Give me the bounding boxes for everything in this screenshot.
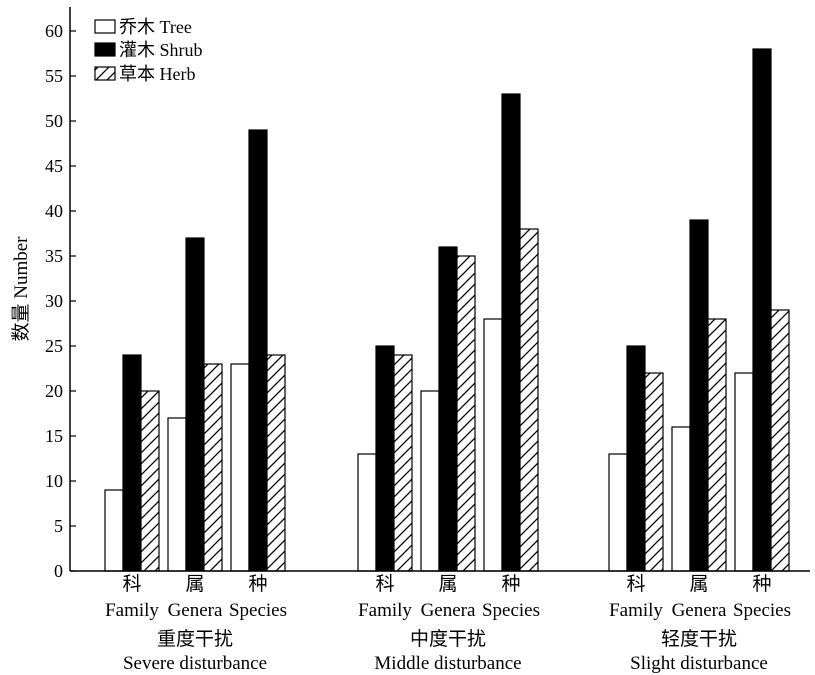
legend: 乔木 Tree 灌木 Shrub 草本 Herb bbox=[94, 17, 203, 84]
legend-swatch-shrub bbox=[94, 42, 116, 57]
category-label-zh: 属 bbox=[438, 574, 457, 595]
category-label-zh: 科 bbox=[626, 573, 645, 595]
category-label-en: Genera bbox=[672, 600, 727, 621]
category-label-zh: 属 bbox=[689, 574, 708, 595]
y-tick-label: 50 bbox=[45, 111, 63, 131]
bar-tree bbox=[608, 453, 628, 572]
category-label-zh: 种 bbox=[752, 573, 771, 595]
bar-herb bbox=[203, 363, 223, 572]
legend-swatch-tree bbox=[94, 19, 116, 34]
category-label-zh: 种 bbox=[248, 573, 267, 595]
bar-tree bbox=[734, 372, 754, 572]
bar-tree bbox=[104, 489, 124, 572]
y-tick-label: 60 bbox=[45, 21, 63, 41]
bar-shrub bbox=[752, 48, 772, 572]
category-label-en: Family bbox=[609, 600, 663, 621]
y-tick-label: 5 bbox=[54, 516, 63, 536]
bar-shrub bbox=[375, 345, 395, 572]
bar-shrub bbox=[185, 237, 205, 572]
legend-label-herb: 草本 Herb bbox=[119, 64, 195, 84]
bar-shrub bbox=[122, 354, 142, 572]
bar-tree bbox=[420, 390, 440, 572]
category-label-en: Species bbox=[229, 600, 287, 621]
group-label-en: Middle disturbance bbox=[374, 653, 521, 674]
y-tick-label: 45 bbox=[45, 156, 63, 176]
bar-herb bbox=[140, 390, 160, 572]
group-label-zh: 中度干扰 bbox=[410, 628, 486, 650]
bar-tree bbox=[483, 318, 503, 572]
bar-herb bbox=[644, 372, 664, 572]
legend-swatch-herb bbox=[94, 66, 116, 81]
category-label-zh: 科 bbox=[375, 573, 394, 595]
y-tick-label: 40 bbox=[45, 201, 63, 221]
bar-shrub bbox=[626, 345, 646, 572]
bar-tree bbox=[357, 453, 377, 572]
y-axis-title: 数量 Number bbox=[10, 236, 32, 342]
y-tick-label: 10 bbox=[45, 471, 63, 491]
y-tick-label: 25 bbox=[45, 336, 63, 356]
group-label-zh: 轻度干扰 bbox=[661, 628, 737, 650]
bar-tree bbox=[167, 417, 187, 572]
group-label-zh: 重度干扰 bbox=[157, 628, 233, 650]
category-label-zh: 科 bbox=[122, 573, 141, 595]
group-label-en: Slight disturbance bbox=[630, 653, 768, 674]
group-label-en: Severe disturbance bbox=[123, 653, 267, 674]
plot-area bbox=[104, 48, 790, 572]
y-tick-label: 30 bbox=[45, 291, 63, 311]
bar-herb bbox=[770, 309, 790, 572]
bar-herb bbox=[707, 318, 727, 572]
bar-tree bbox=[230, 363, 250, 572]
bar-shrub bbox=[501, 93, 521, 572]
category-label-en: Family bbox=[105, 600, 159, 621]
bar-herb bbox=[519, 228, 539, 572]
y-tick-label: 35 bbox=[45, 246, 63, 266]
category-label-zh: 属 bbox=[185, 574, 204, 595]
legend-label-shrub: 灌木 Shrub bbox=[119, 40, 203, 60]
category-label-en: Family bbox=[358, 600, 412, 621]
y-tick-label: 15 bbox=[45, 426, 63, 446]
category-label-en: Species bbox=[482, 600, 540, 621]
bar-shrub bbox=[248, 129, 268, 572]
y-tick-label: 20 bbox=[45, 381, 63, 401]
category-label-en: Genera bbox=[421, 600, 476, 621]
category-label-en: Genera bbox=[168, 600, 223, 621]
bar-shrub bbox=[438, 246, 458, 572]
bar-tree bbox=[671, 426, 691, 572]
bar-shrub bbox=[689, 219, 709, 572]
axes: 051015202530354045505560科Family属Genera种S… bbox=[10, 7, 810, 674]
y-tick-label: 0 bbox=[54, 561, 63, 581]
category-label-en: Species bbox=[733, 600, 791, 621]
bar-herb bbox=[456, 255, 476, 572]
bar-herb bbox=[393, 354, 413, 572]
category-label-zh: 种 bbox=[501, 573, 520, 595]
legend-label-tree: 乔木 Tree bbox=[119, 17, 192, 37]
bar-herb bbox=[266, 354, 286, 572]
y-tick-label: 55 bbox=[45, 66, 63, 86]
